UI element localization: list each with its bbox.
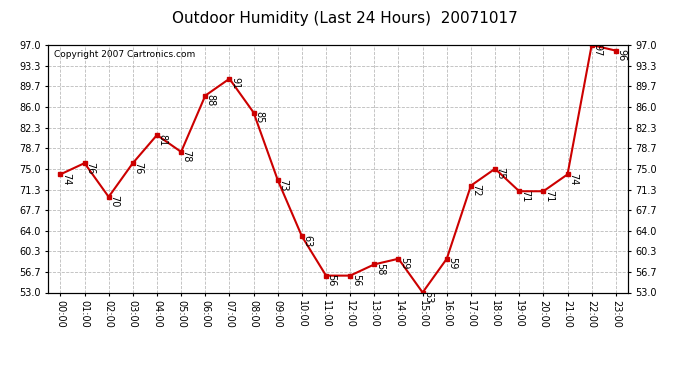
Text: 74: 74 [568, 173, 578, 185]
Text: 72: 72 [471, 184, 482, 197]
Text: 91: 91 [230, 77, 240, 90]
Text: 76: 76 [85, 162, 95, 174]
Text: 56: 56 [326, 274, 337, 286]
Text: 97: 97 [592, 44, 602, 56]
Text: 70: 70 [109, 195, 119, 208]
Text: 81: 81 [157, 134, 168, 146]
Text: 58: 58 [375, 263, 385, 275]
Text: 59: 59 [447, 257, 457, 270]
Text: 59: 59 [399, 257, 409, 270]
Text: 53: 53 [423, 291, 433, 303]
Text: 75: 75 [495, 167, 506, 180]
Text: 71: 71 [520, 190, 530, 202]
Text: 85: 85 [254, 111, 264, 123]
Text: 88: 88 [206, 94, 216, 106]
Text: 78: 78 [181, 150, 192, 163]
Text: 74: 74 [61, 173, 71, 185]
Text: Outdoor Humidity (Last 24 Hours)  20071017: Outdoor Humidity (Last 24 Hours) 2007101… [172, 11, 518, 26]
Text: 71: 71 [544, 190, 554, 202]
Text: 96: 96 [616, 49, 627, 62]
Text: 73: 73 [278, 178, 288, 191]
Text: 63: 63 [302, 235, 313, 247]
Text: Copyright 2007 Cartronics.com: Copyright 2007 Cartronics.com [54, 50, 195, 59]
Text: 56: 56 [351, 274, 361, 286]
Text: 76: 76 [133, 162, 144, 174]
